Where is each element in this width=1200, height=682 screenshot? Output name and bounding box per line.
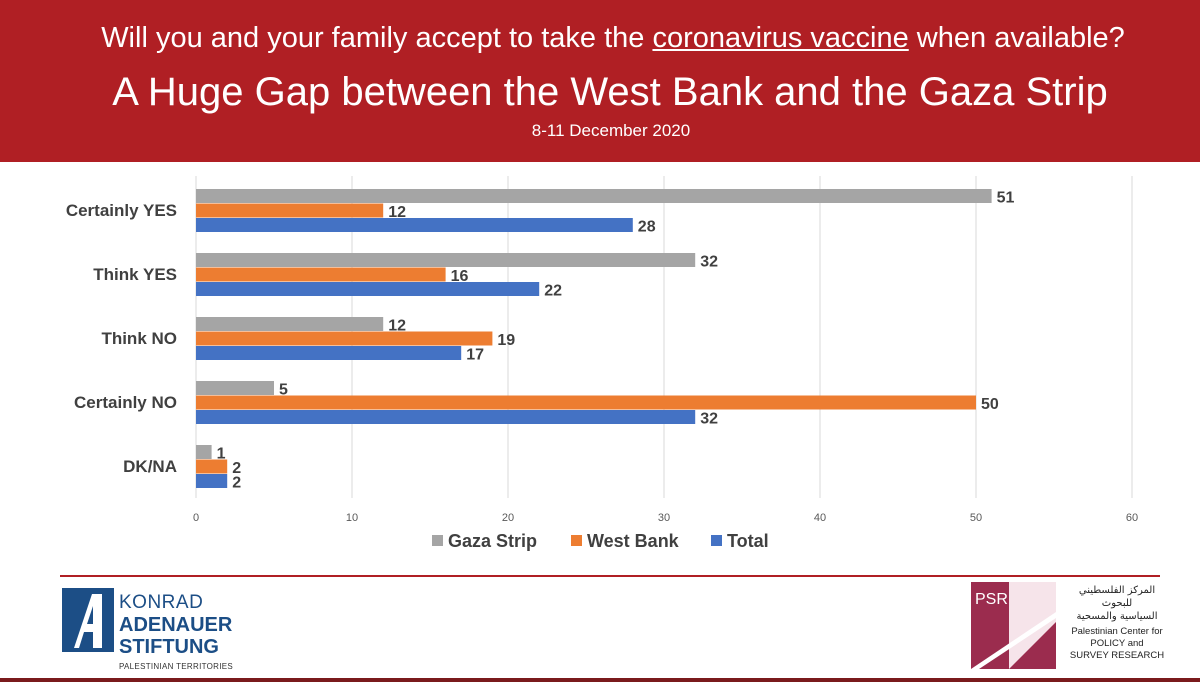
bar xyxy=(196,253,696,267)
data-label: 22 xyxy=(544,283,562,300)
data-label: 17 xyxy=(466,347,484,364)
question-prefix: Will you and your family accept to take … xyxy=(101,22,653,54)
kas-logo-text: KONRAD ADENAUER STIFTUNG PALESTINIAN TER… xyxy=(119,593,233,671)
header-banner: Will you and your family accept to take … xyxy=(0,0,1200,162)
data-label: 2 xyxy=(232,460,241,477)
data-label: 28 xyxy=(638,219,656,236)
bar xyxy=(196,317,384,331)
survey-question: Will you and your family accept to take … xyxy=(0,22,1200,55)
psr-logo-text: المركز الفلسطيني للبحوث السياسية والمسحي… xyxy=(1062,584,1172,662)
bar xyxy=(196,218,633,232)
x-tick-label: 50 xyxy=(970,512,982,524)
category-label: Think NO xyxy=(101,329,177,348)
x-tick-label: 60 xyxy=(1126,512,1138,524)
category-label: DK/NA xyxy=(123,457,177,476)
x-tick-label: 40 xyxy=(814,512,826,524)
data-label: 2 xyxy=(232,475,241,492)
bar xyxy=(196,346,462,360)
data-label: 12 xyxy=(388,204,406,221)
kas-line3: STIFTUNG xyxy=(119,636,219,658)
data-label: 12 xyxy=(388,318,406,335)
data-label: 50 xyxy=(981,396,999,413)
legend-swatch xyxy=(711,535,722,546)
psr-arabic-2: للبحوث xyxy=(1101,598,1133,609)
category-label: Certainly NO xyxy=(74,393,177,412)
question-link[interactable]: coronavirus vaccine xyxy=(652,22,909,54)
data-label: 51 xyxy=(997,190,1015,207)
x-tick-label: 30 xyxy=(658,512,670,524)
bar xyxy=(196,381,274,395)
bar xyxy=(196,282,540,296)
psr-english-1: Palestinian Center for xyxy=(1071,626,1163,637)
kas-line4: PALESTINIAN TERRITORIES xyxy=(119,662,234,671)
legend-label: Gaza Strip xyxy=(448,531,537,551)
bar xyxy=(196,331,493,346)
data-label: 32 xyxy=(700,254,718,271)
legend-label: Total xyxy=(727,531,769,551)
category-label: Certainly YES xyxy=(66,201,177,220)
data-label: 1 xyxy=(217,446,226,463)
x-tick-label: 0 xyxy=(193,512,199,524)
psr-english-3: SURVEY RESEARCH xyxy=(1069,650,1165,661)
bar xyxy=(196,189,992,203)
bar xyxy=(196,445,212,459)
headline: A Huge Gap between the West Bank and the… xyxy=(112,70,1108,114)
survey-date: 8-11 December 2020 xyxy=(531,121,691,140)
data-label: 32 xyxy=(700,411,718,428)
bar xyxy=(196,410,696,424)
bar xyxy=(196,395,976,410)
category-label: Think YES xyxy=(93,265,177,284)
psr-badge: PSR xyxy=(975,591,1008,608)
question-suffix: when available? xyxy=(908,22,1125,54)
bottom-band xyxy=(0,678,1200,682)
footer-divider xyxy=(60,575,1160,577)
data-label: 5 xyxy=(279,382,288,399)
bar xyxy=(196,474,228,488)
psr-english-2: POLICY and xyxy=(1090,638,1144,649)
bar xyxy=(196,267,446,282)
kas-logo-icon xyxy=(62,588,114,652)
psr-arabic-1: المركز الفلسطيني xyxy=(1078,585,1156,596)
x-tick-label: 10 xyxy=(346,512,358,524)
psr-arabic-3: السياسية والمسحية xyxy=(1076,611,1158,622)
legend-label: West Bank xyxy=(587,531,680,551)
data-label: 16 xyxy=(451,268,469,285)
bar xyxy=(196,459,228,474)
legend-swatch xyxy=(571,535,582,546)
kas-line1: KONRAD xyxy=(119,592,204,613)
kas-line2: ADENAUER xyxy=(119,614,233,636)
psr-logo-icon: PSR xyxy=(971,582,1056,669)
data-label: 19 xyxy=(497,332,515,349)
x-tick-label: 20 xyxy=(502,512,514,524)
bar xyxy=(196,203,384,218)
legend-swatch xyxy=(432,535,443,546)
